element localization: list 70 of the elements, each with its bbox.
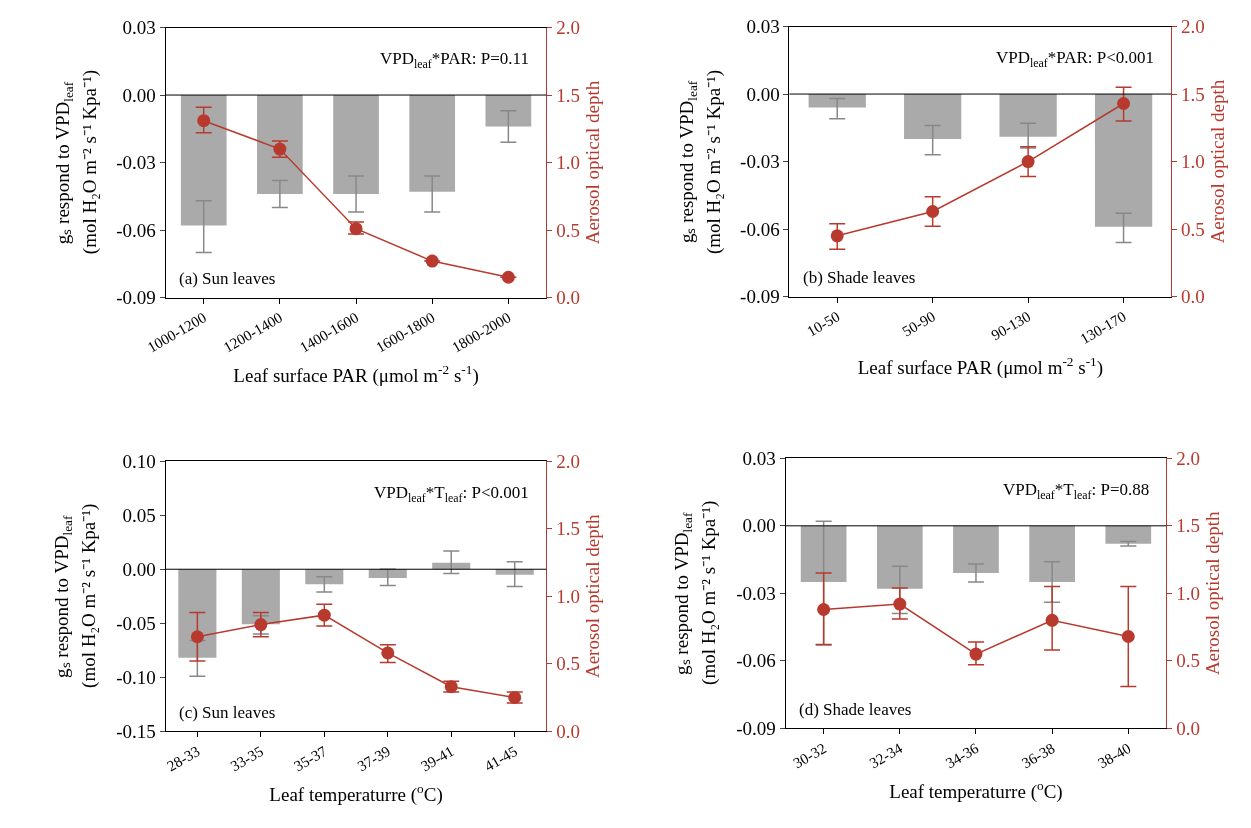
x-tick-label: 30-32: [790, 740, 829, 772]
annotation: (a) Sun leaves: [179, 269, 276, 288]
x-tick-label: 37-39: [354, 742, 394, 775]
y2-tick-label: 0.5: [1176, 650, 1200, 672]
y2-tick-label: 2.0: [1176, 447, 1200, 469]
y-tick-label: -0.06: [116, 219, 156, 241]
x-axis-title: Leaf temperaturre ($^{o}$C): [889, 778, 1063, 804]
y-tick-label: 0.03: [746, 16, 780, 38]
y-tick-label: -0.03: [740, 151, 780, 173]
annotation: (d) Shade leaves: [799, 700, 912, 719]
y2-axis-title: Aerosol optical depth: [581, 513, 603, 679]
y2-tick-label: 2.0: [556, 450, 580, 472]
annotation: (c) Sun leaves: [179, 703, 276, 722]
y2-axis-title: Aerosol optical depth: [581, 80, 603, 245]
y-tick-label: -0.09: [116, 287, 156, 309]
y2-tick-label: 1.5: [1181, 83, 1205, 105]
y2-tick-label: 0.0: [1181, 286, 1205, 308]
y-tick-label: 0.00: [742, 515, 776, 537]
y-tick-label: -0.06: [740, 218, 780, 240]
x-axis-title: Leaf surface PAR (μmol m$^{-2}$ s$^{-1}$): [857, 353, 1104, 379]
x-axis-title: Leaf temperaturre ($^{o}$C): [269, 781, 443, 807]
y2-tick-label: 1.0: [1176, 582, 1200, 604]
y-tick-label: -0.15: [116, 720, 156, 742]
x-tick-label: 35-37: [291, 742, 330, 775]
annotation: (b) Shade leaves: [803, 268, 916, 287]
y-tick-label: -0.09: [740, 286, 780, 308]
y2-tick-label: 1.0: [556, 585, 580, 607]
y2-axis-title: Aerosol optical depth: [1201, 511, 1223, 676]
x-axis-title: Leaf surface PAR (μmol m$^{-2}$ s$^{-1}$): [233, 362, 479, 388]
x-tick-label: 38-40: [1095, 740, 1134, 772]
y2-tick-label: 0.0: [556, 287, 580, 309]
y2-tick-label: 1.5: [556, 518, 580, 540]
y2-tick-label: 1.5: [556, 84, 580, 106]
x-tick-label: 41-45: [481, 742, 520, 775]
y2-tick-label: 0.0: [1176, 717, 1200, 739]
y-tick-label: -0.03: [116, 152, 156, 174]
x-tick-label: 33-35: [227, 742, 267, 775]
annotation: VPD$_{leaf}$*PAR: P=0.11: [380, 49, 529, 71]
x-tick-label: 39-41: [418, 742, 457, 775]
y-tick-label: -0.10: [116, 666, 156, 688]
y-tick-label: -0.05: [116, 612, 156, 634]
y2-tick-label: 0.5: [1181, 218, 1205, 240]
y2-tick-label: 0.5: [556, 219, 580, 241]
y2-tick-label: 2.0: [1181, 16, 1205, 38]
y-tick-label: 0.00: [746, 83, 780, 105]
y2-tick-label: 1.0: [1181, 151, 1205, 173]
y2-tick-label: 0.5: [556, 653, 580, 675]
y2-tick-label: 0.0: [556, 720, 580, 742]
x-tick-label: 28-33: [164, 742, 203, 775]
x-tick-label: 50-90: [899, 308, 938, 340]
y-tick-label: -0.03: [736, 582, 776, 604]
x-tick-label: 10-50: [804, 308, 843, 340]
y-tick-label: 0.03: [742, 447, 776, 469]
annotation: VPD$_{leaf}$*PAR: P<0.001: [996, 48, 1155, 70]
annotation: VPD$_{leaf}$*T$_{leaf}$: P=0.88: [1003, 480, 1150, 502]
x-tick-label: 36-38: [1019, 740, 1058, 772]
y2-axis-title: Aerosol optical depth: [1206, 79, 1228, 244]
y-tick-label: 0.10: [122, 450, 156, 472]
y2-tick-label: 1.5: [1176, 515, 1200, 537]
y-tick-label: 0.05: [122, 504, 156, 526]
y-tick-label: -0.09: [736, 717, 776, 739]
x-tick-label: 32-34: [866, 739, 906, 772]
annotation: VPD$_{leaf}$*T$_{leaf}$: P<0.001: [374, 483, 529, 505]
y-tick-label: -0.06: [736, 650, 776, 672]
y2-tick-label: 1.0: [556, 152, 580, 174]
y-tick-label: 0.00: [122, 558, 156, 580]
y2-tick-label: 2.0: [556, 17, 580, 39]
x-tick-label: 34-36: [942, 739, 982, 772]
y-tick-label: 0.00: [122, 84, 156, 106]
y-tick-label: 0.03: [122, 17, 156, 39]
